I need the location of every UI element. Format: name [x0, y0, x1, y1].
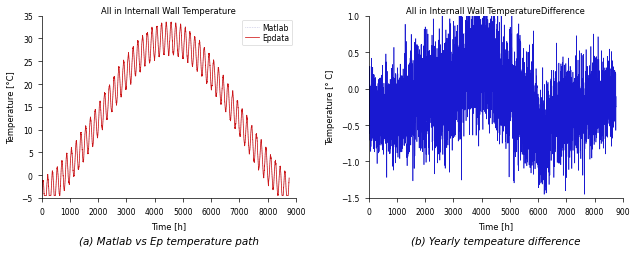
Epdata — [111, 83, 118, 86]
Epdata — [38, 194, 46, 197]
Text: (a) Matlab vs Ep temperature path: (a) Matlab vs Ep temperature path — [79, 236, 259, 246]
Epdata — [277, 170, 285, 173]
Matlab — [111, 84, 118, 87]
Line: Epdata: Epdata — [42, 23, 289, 196]
Legend: Matlab, Epdata: Matlab, Epdata — [242, 21, 292, 46]
Epdata — [120, 61, 127, 64]
Matlab — [120, 60, 127, 63]
Epdata — [285, 177, 293, 180]
Epdata — [168, 21, 175, 24]
Title: All in Internall Wall Temperature: All in Internall Wall Temperature — [101, 7, 236, 16]
Matlab — [91, 111, 99, 114]
Text: (b) Yearly tempeature difference: (b) Yearly tempeature difference — [411, 236, 580, 246]
Matlab — [38, 194, 46, 197]
Matlab — [40, 194, 48, 197]
Matlab — [285, 177, 293, 180]
Matlab — [108, 108, 116, 111]
Title: All in Internall Wall TemperatureDifference: All in Internall Wall TemperatureDiffere… — [406, 7, 585, 16]
Y-axis label: Temperature [°C]: Temperature [°C] — [7, 71, 16, 144]
Matlab — [105, 87, 113, 90]
Epdata — [105, 87, 113, 90]
Epdata — [108, 108, 116, 112]
Y-axis label: Temperature [° C]: Temperature [° C] — [327, 70, 336, 145]
Epdata — [91, 111, 99, 114]
Matlab — [162, 21, 170, 24]
X-axis label: Time [h]: Time [h] — [152, 221, 187, 231]
X-axis label: Time [h]: Time [h] — [478, 221, 513, 231]
Matlab — [277, 170, 285, 173]
Line: Matlab: Matlab — [42, 23, 289, 196]
